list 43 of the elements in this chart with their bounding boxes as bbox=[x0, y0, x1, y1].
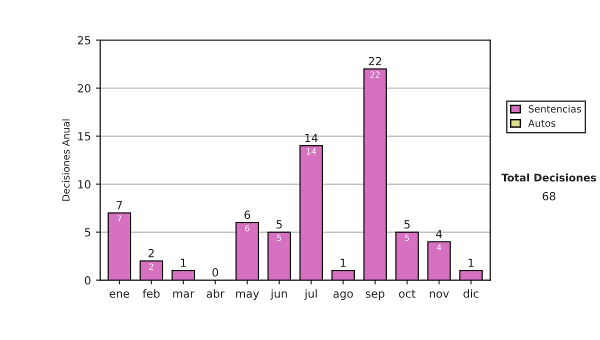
total-label: 1 bbox=[181, 258, 186, 267]
x-tick-label: nov bbox=[430, 291, 449, 298]
total-label: 5 bbox=[276, 220, 282, 229]
x-tick-label: mar bbox=[173, 291, 194, 298]
y-tick-label: 20 bbox=[78, 84, 90, 93]
y-tick-label: 15 bbox=[78, 132, 90, 141]
text: Total Decisiones bbox=[501, 173, 596, 182]
legend-label: Sentencias bbox=[528, 105, 582, 113]
y-tick-label: 5 bbox=[84, 228, 90, 237]
data-label: 4 bbox=[436, 244, 442, 250]
x-tick-label: jul bbox=[304, 289, 317, 300]
x-tick-label: abr bbox=[206, 289, 224, 298]
data-label: 14 bbox=[306, 148, 316, 154]
text: 68 bbox=[542, 192, 556, 200]
total-label: 1 bbox=[468, 258, 474, 267]
data-label: 22 bbox=[370, 71, 380, 78]
data-label: 5 bbox=[405, 234, 410, 242]
total-label: 4 bbox=[436, 230, 442, 238]
x-tick-label: ene bbox=[110, 291, 130, 298]
total-label: 22 bbox=[368, 56, 382, 66]
x-tick-label: sep bbox=[366, 291, 384, 300]
data-label: 6 bbox=[245, 225, 250, 232]
x-tick-label: may bbox=[236, 291, 260, 300]
data-label: 7 bbox=[117, 216, 122, 222]
x-tick-label: dic bbox=[464, 289, 478, 298]
x-tick-label: feb bbox=[142, 289, 160, 298]
total-label: 2 bbox=[148, 248, 154, 258]
x-tick-label: ago bbox=[333, 291, 353, 300]
legend-label: Autos bbox=[528, 120, 556, 127]
x-tick-label: oct bbox=[399, 290, 416, 298]
x-tick-label: jun bbox=[270, 289, 287, 300]
total-label: 1 bbox=[340, 258, 346, 267]
y-tick-label: 10 bbox=[78, 180, 90, 189]
total-label: 6 bbox=[244, 210, 250, 219]
y-axis-title: Decisiones Anual bbox=[62, 119, 70, 201]
y-tick-label: 0 bbox=[84, 276, 90, 285]
data-label: 5 bbox=[277, 234, 282, 242]
total-label: 14 bbox=[305, 134, 318, 142]
y-tick-label: 25 bbox=[78, 36, 90, 44]
total-label: 0 bbox=[212, 268, 218, 277]
total-label: 7 bbox=[116, 201, 122, 210]
total-label: 5 bbox=[404, 220, 410, 229]
data-label: 2 bbox=[149, 264, 154, 270]
